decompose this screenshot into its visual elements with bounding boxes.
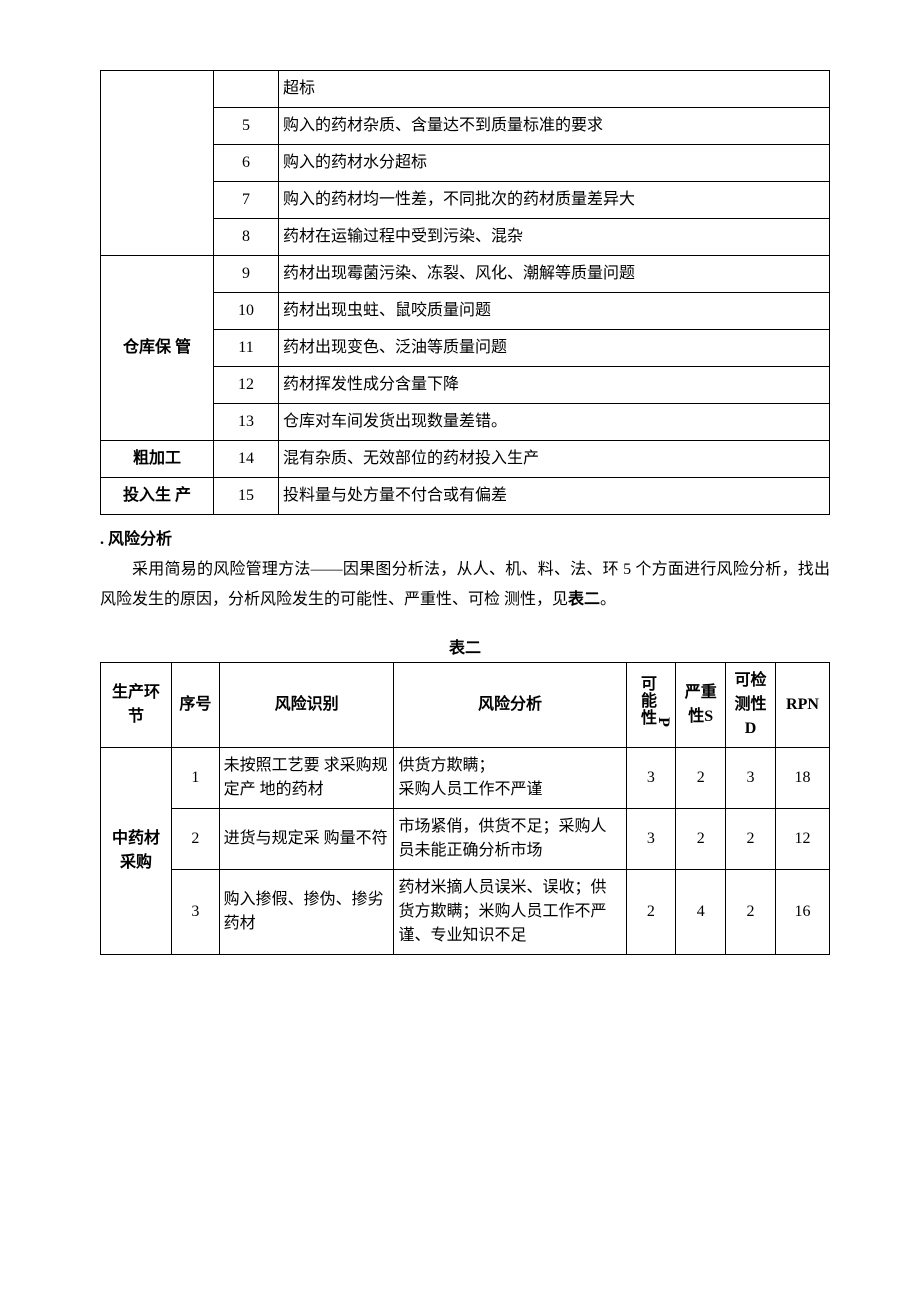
risk-table-1: 超标5购入的药材杂质、含量达不到质量标准的要求6购入的药材水分超标7购入的药材均… bbox=[100, 70, 830, 515]
th-rpn-text: RPN bbox=[786, 696, 819, 713]
table1-num-cell: 13 bbox=[214, 404, 279, 441]
table2-ident-cell: 进货与规定采 购量不符 bbox=[219, 808, 394, 869]
table1-num-cell: 14 bbox=[214, 441, 279, 478]
table2-rpn-cell: 16 bbox=[775, 869, 829, 954]
table1-row: 投入生 产15投料量与处方量不付合或有偏差 bbox=[101, 478, 830, 515]
table2-row: 中药材 采购1未按照工艺要 求采购规定产 地的药材供货方欺瞒； 采购人员工作不严… bbox=[101, 747, 830, 808]
table2-s-cell: 2 bbox=[676, 808, 726, 869]
risk-table-2: 生产环节 序号 风险识别 风险分析 可能性P 严重性S 可检测性D RPN 中药… bbox=[100, 662, 830, 955]
table1-num-cell: 6 bbox=[214, 145, 279, 182]
table1-desc-cell: 药材出现变色、泛油等质量问题 bbox=[279, 330, 830, 367]
table2-ident-cell: 购入掺假、掺伪、掺劣药材 bbox=[219, 869, 394, 954]
th-s-text: 严重性S bbox=[685, 684, 717, 725]
th-analysis-text: 风险分析 bbox=[478, 696, 542, 713]
table2-s-cell: 2 bbox=[676, 747, 726, 808]
table1-num-cell bbox=[214, 71, 279, 108]
table2-caption: 表二 bbox=[100, 634, 830, 658]
th-p-letter: P bbox=[651, 717, 675, 727]
table1-desc-cell: 超标 bbox=[279, 71, 830, 108]
table2-ident-cell: 未按照工艺要 求采购规定产 地的药材 bbox=[219, 747, 394, 808]
table2-seq-cell: 3 bbox=[171, 869, 219, 954]
table1-desc-cell: 药材挥发性成分含量下降 bbox=[279, 367, 830, 404]
th-ident-text: 风险识别 bbox=[275, 696, 339, 713]
table1-num-cell: 7 bbox=[214, 182, 279, 219]
table2-rpn-cell: 18 bbox=[775, 747, 829, 808]
th-ident: 风险识别 bbox=[219, 662, 394, 747]
table2-analysis-cell: 市场紧俏，供货不足；采购人员未能正确分析市场 bbox=[394, 808, 626, 869]
table1-section-cell: 粗加工 bbox=[101, 441, 214, 478]
table1-num-cell: 11 bbox=[214, 330, 279, 367]
table1-desc-cell: 购入的药材均一性差，不同批次的药材质量差异大 bbox=[279, 182, 830, 219]
table2-p-cell: 3 bbox=[626, 747, 676, 808]
table1-desc-cell: 购入的药材杂质、含量达不到质量标准的要求 bbox=[279, 108, 830, 145]
table1-num-cell: 9 bbox=[214, 256, 279, 293]
table1-row: 超标 bbox=[101, 71, 830, 108]
paragraph-end: 。 bbox=[600, 591, 616, 608]
table2-d-cell: 3 bbox=[726, 747, 776, 808]
table1-row: 粗加工14混有杂质、无效部位的药材投入生产 bbox=[101, 441, 830, 478]
table1-section-cell: 仓库保 管 bbox=[101, 256, 214, 441]
table1-num-cell: 5 bbox=[214, 108, 279, 145]
table2-analysis-cell: 供货方欺瞒； 采购人员工作不严谨 bbox=[394, 747, 626, 808]
table2-seq-cell: 2 bbox=[171, 808, 219, 869]
table1-desc-cell: 仓库对车间发货出现数量差错。 bbox=[279, 404, 830, 441]
table2-seq-cell: 1 bbox=[171, 747, 219, 808]
table2-header-row: 生产环节 序号 风险识别 风险分析 可能性P 严重性S 可检测性D RPN bbox=[101, 662, 830, 747]
table2-analysis-cell: 药材米摘人员误米、误收；供货方欺瞒；米购人员工作不严谨、专业知识不足 bbox=[394, 869, 626, 954]
table1-desc-cell: 药材出现霉菌污染、冻裂、风化、潮解等质量问题 bbox=[279, 256, 830, 293]
section-heading: . 风险分析 bbox=[100, 525, 830, 549]
table1-desc-cell: 购入的药材水分超标 bbox=[279, 145, 830, 182]
th-rpn: RPN bbox=[775, 662, 829, 747]
table2-p-cell: 2 bbox=[626, 869, 676, 954]
table1-num-cell: 15 bbox=[214, 478, 279, 515]
table2-rpn-cell: 12 bbox=[775, 808, 829, 869]
table2-section-cell: 中药材 采购 bbox=[101, 747, 172, 954]
table1-num-cell: 12 bbox=[214, 367, 279, 404]
table2-d-cell: 2 bbox=[726, 808, 776, 869]
analysis-paragraph: 采用简易的风险管理方法——因果图分析法，从人、机、料、法、环 5 个方面进行风险… bbox=[100, 555, 830, 616]
table1-desc-cell: 药材出现虫蛀、鼠咬质量问题 bbox=[279, 293, 830, 330]
table1-desc-cell: 混有杂质、无效部位的药材投入生产 bbox=[279, 441, 830, 478]
table2-s-cell: 4 bbox=[676, 869, 726, 954]
th-d-text: 可检测性D bbox=[735, 672, 767, 737]
table1-num-cell: 10 bbox=[214, 293, 279, 330]
table2-row: 3购入掺假、掺伪、掺劣药材药材米摘人员误米、误收；供货方欺瞒；米购人员工作不严谨… bbox=[101, 869, 830, 954]
th-section: 生产环节 bbox=[101, 662, 172, 747]
table2-row: 2进货与规定采 购量不符市场紧俏，供货不足；采购人员未能正确分析市场32212 bbox=[101, 808, 830, 869]
table1-num-cell: 8 bbox=[214, 219, 279, 256]
th-p: 可能性P bbox=[626, 662, 676, 747]
th-analysis: 风险分析 bbox=[394, 662, 626, 747]
table1-section-cell: 投入生 产 bbox=[101, 478, 214, 515]
th-d: 可检测性D bbox=[726, 662, 776, 747]
th-section-text: 生产环节 bbox=[112, 684, 160, 725]
th-seq: 序号 bbox=[171, 662, 219, 747]
table1-row: 仓库保 管9药材出现霉菌污染、冻裂、风化、潮解等质量问题 bbox=[101, 256, 830, 293]
paragraph-bold: 表二 bbox=[568, 591, 600, 608]
th-seq-text: 序号 bbox=[179, 696, 211, 713]
table1-desc-cell: 投料量与处方量不付合或有偏差 bbox=[279, 478, 830, 515]
table2-d-cell: 2 bbox=[726, 869, 776, 954]
paragraph-text: 采用简易的风险管理方法——因果图分析法，从人、机、料、法、环 5 个方面进行风险… bbox=[100, 561, 830, 608]
th-s: 严重性S bbox=[676, 662, 726, 747]
table2-p-cell: 3 bbox=[626, 808, 676, 869]
table1-section-cell bbox=[101, 71, 214, 256]
table1-desc-cell: 药材在运输过程中受到污染、混杂 bbox=[279, 219, 830, 256]
